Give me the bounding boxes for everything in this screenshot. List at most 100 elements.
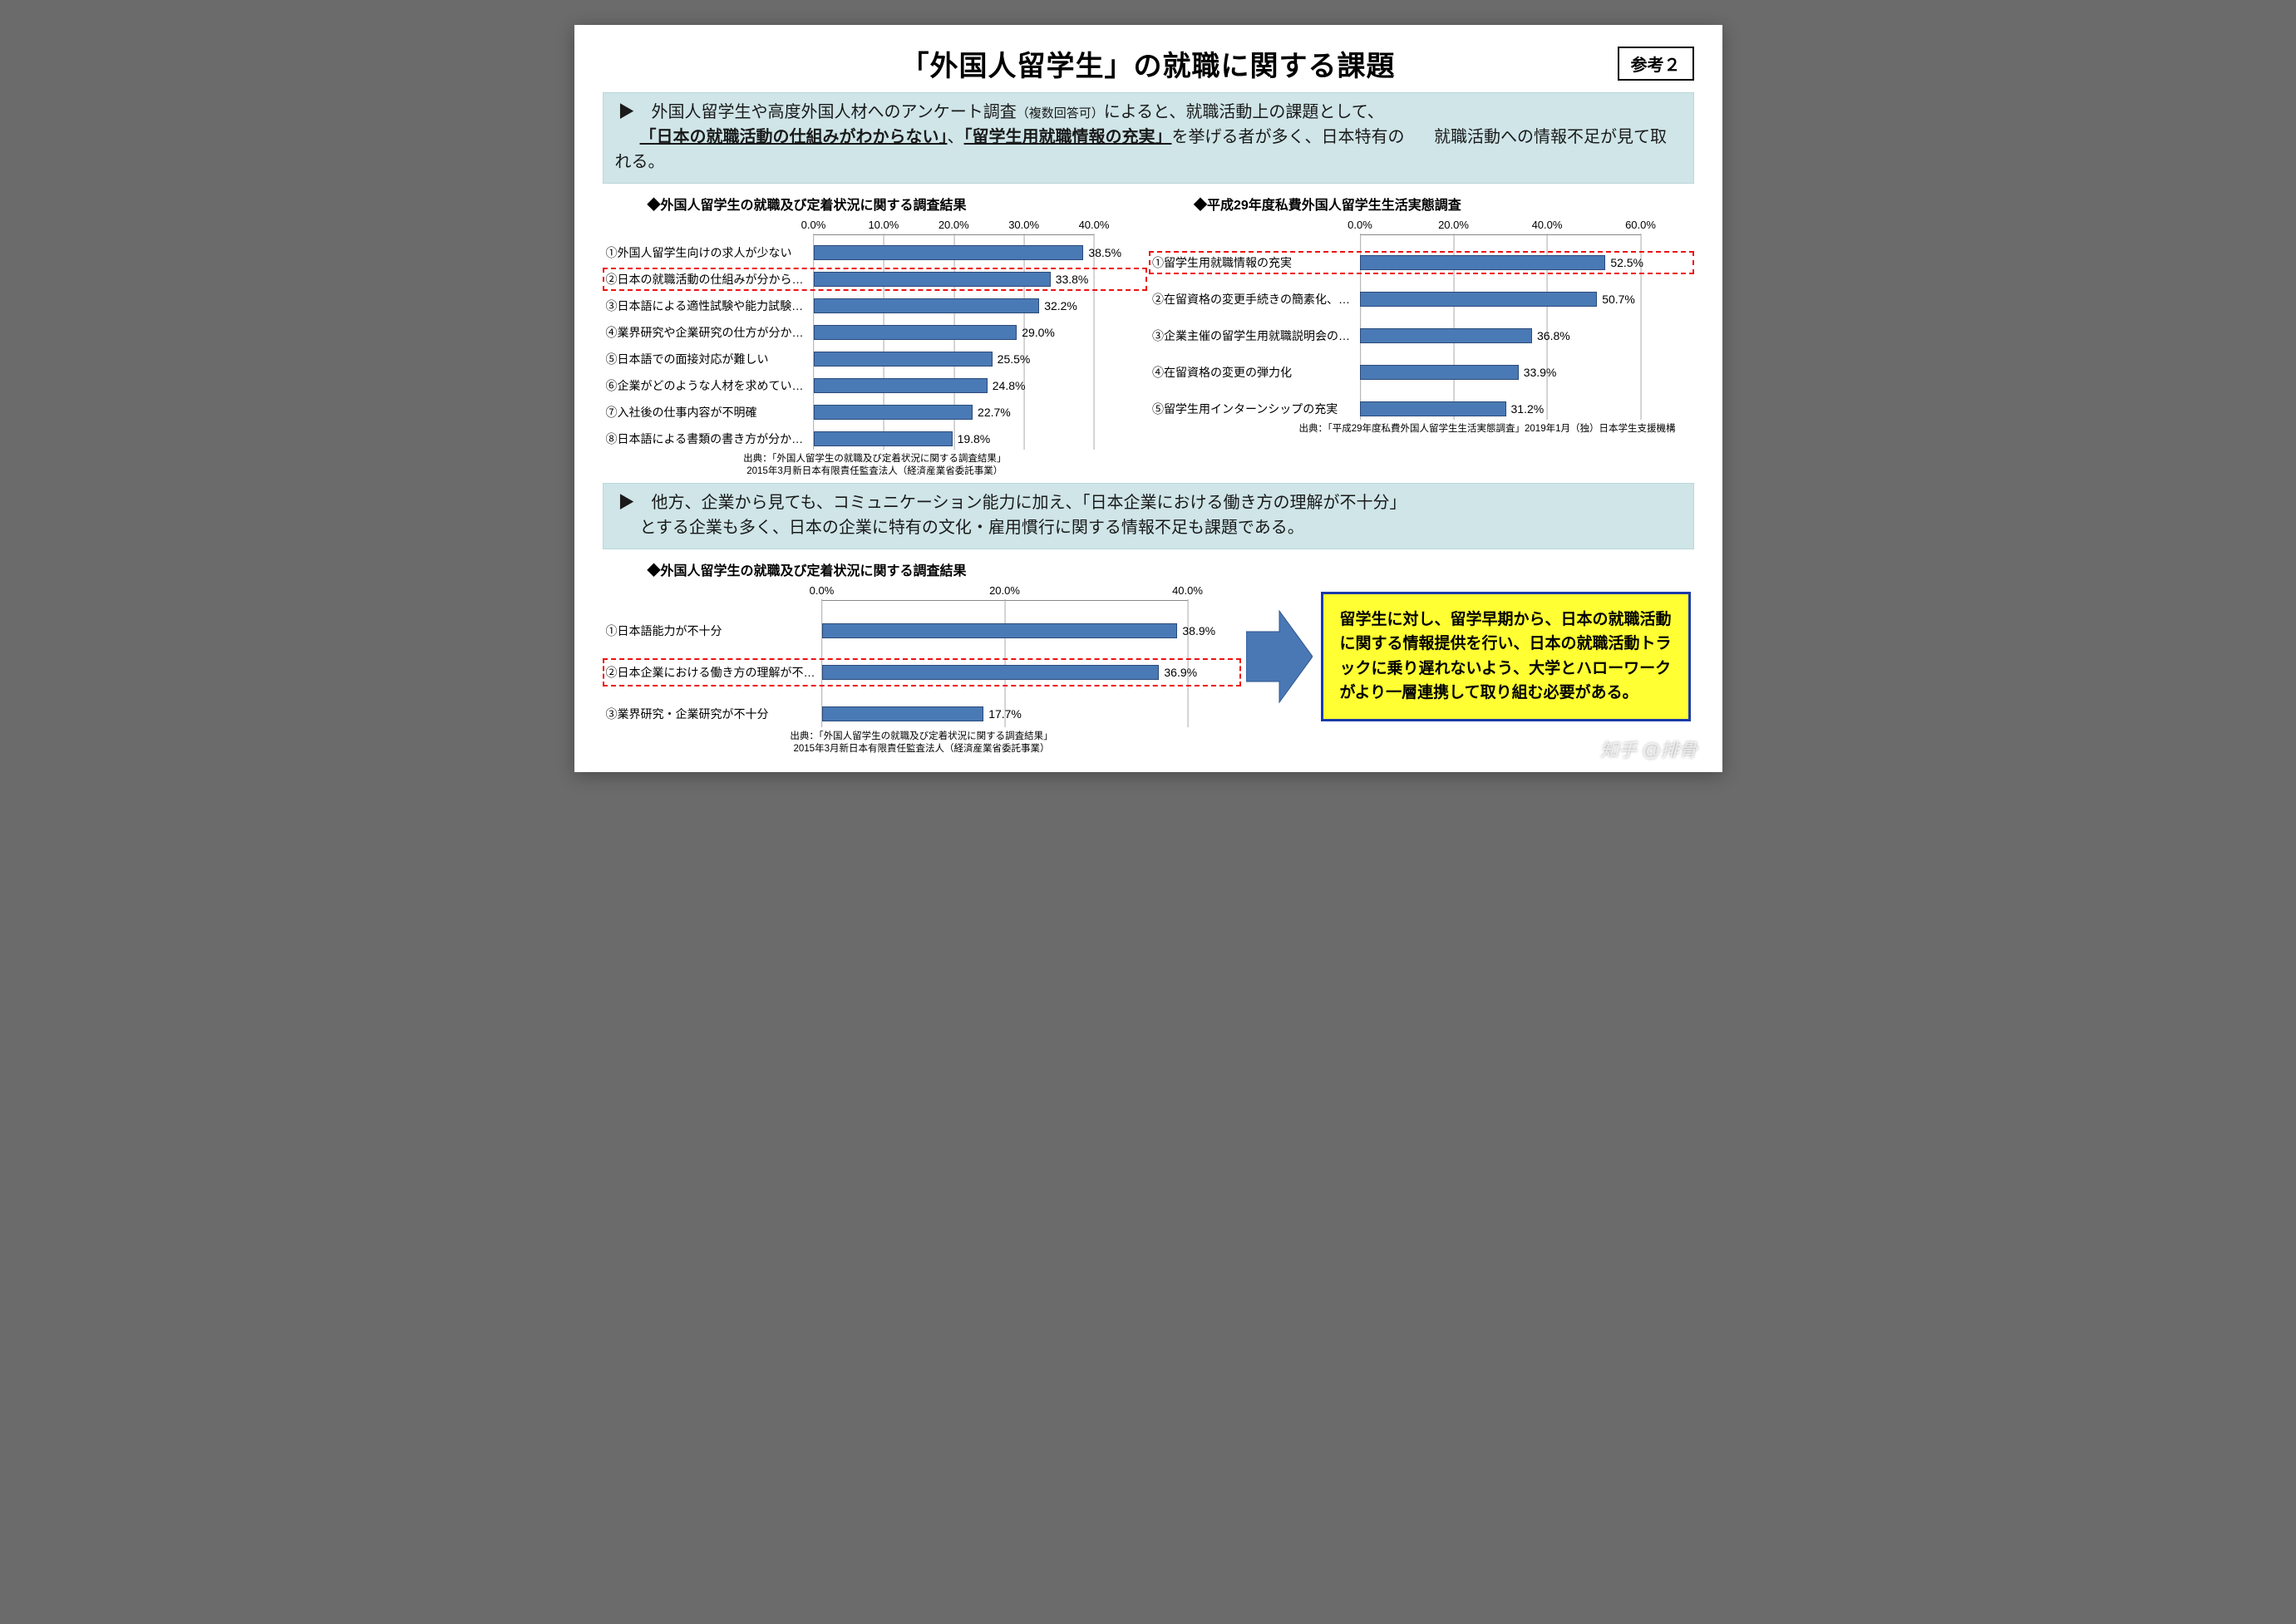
bar-label: ①日本語能力が不十分 [606, 623, 822, 639]
arrow-icon [1246, 607, 1313, 706]
chart1-src1: 出典：「外国人留学生の就職及び定着状況に関する調査結果」 [743, 454, 1006, 464]
chart1-body: 0.0%10.0%20.0%30.0%40.0%①外国人留学生向けの求人が少ない… [606, 219, 1145, 448]
band1-text2: によると、就職活動上の課題として、 [1104, 103, 1384, 121]
summary-band-1: ▶ 外国人留学生や高度外国人材へのアンケート調査（複数回答可）によると、就職活動… [603, 92, 1694, 184]
chart2: ◆平成29年度私費外国人留学生生活実態調査 0.0%20.0%40.0%60.0… [1152, 192, 1691, 478]
bar-label: ③日本語による適性試験や能力試験が難しい [606, 298, 814, 314]
bar-label: ⑤日本語での面接対応が難しい [606, 351, 814, 367]
bar-value: 33.9% [1524, 366, 1557, 379]
bar-row: ②日本企業における働き方の理解が不十分 36.9% [606, 661, 1238, 684]
bar [1360, 255, 1605, 270]
band1-text3: を挙げる者が多く、日本特有の [1172, 128, 1405, 146]
bar-row: ③業界研究・企業研究が不十分 17.7% [606, 702, 1238, 726]
band1-line1: ▶ 外国人留学生や高度外国人材へのアンケート調査（複数回答可）によると、就職活動… [615, 100, 1682, 125]
bar [822, 665, 1160, 680]
bar [1360, 401, 1506, 416]
chart3-src1: 出典：「外国人留学生の就職及び定着状況に関する調査結果」 [790, 731, 1052, 741]
bar [814, 431, 953, 446]
chart3-src2: 2015年3月新日本有限責任監査法人（経済産業省委託事業） [794, 744, 1050, 754]
bar-row: ①外国人留学生向けの求人が少ない 38.5% [606, 244, 1145, 262]
bar-label: ⑥企業がどのような人材を求めているのか不明 [606, 377, 814, 394]
chart1-title: ◆外国人留学生の就職及び定着状況に関する調査結果 [648, 194, 1145, 214]
page-title: 「外国人留学生」の就職に関する課題 [901, 43, 1396, 84]
bar-value: 24.8% [993, 379, 1026, 392]
bar-label: ②日本企業における働き方の理解が不十分 [606, 664, 822, 681]
chart1-source: 出典：「外国人留学生の就職及び定着状況に関する調査結果」 2015年3月新日本有… [606, 453, 1145, 478]
reference-label: 参考２ [1618, 47, 1694, 81]
top-charts: ◆外国人留学生の就職及び定着状況に関する調査結果 0.0%10.0%20.0%3… [606, 192, 1691, 478]
bar [814, 272, 1051, 287]
band1-note: （複数回答可） [1017, 106, 1104, 121]
band1-sep: 、 [948, 128, 964, 146]
bar-label: ②日本の就職活動の仕組みが分からない [606, 271, 814, 288]
bar-label: ①外国人留学生向けの求人が少ない [606, 244, 814, 261]
bar-value: 17.7% [988, 707, 1022, 721]
bar-row: ②日本の就職活動の仕組みが分からない 33.8% [606, 270, 1145, 288]
bar [814, 405, 973, 420]
bar-value: 36.8% [1537, 329, 1570, 342]
bar-label: ⑤留学生用インターンシップの充実 [1152, 401, 1360, 417]
bar [822, 623, 1178, 638]
bar-label: ④在留資格の変更の弾力化 [1152, 364, 1360, 381]
band2-line2: とする企業も多く、日本の企業に特有の文化・雇用慣行に関する情報不足も課題である。 [615, 519, 1304, 537]
chart1: ◆外国人留学生の就職及び定着状況に関する調査結果 0.0%10.0%20.0%3… [606, 192, 1145, 478]
bar-row: ⑤留学生用インターンシップの充実 31.2% [1152, 400, 1691, 418]
band1-text: ▶ 外国人留学生や高度外国人材へのアンケート調査 [618, 103, 1017, 121]
chart3: ◆外国人留学生の就職及び定着状況に関する調査結果 0.0%20.0%40.0%①… [606, 558, 1238, 755]
bar-value: 22.7% [978, 406, 1011, 419]
bar-row: ③日本語による適性試験や能力試験が難しい 32.2% [606, 297, 1145, 315]
chart1-src2: 2015年3月新日本有限責任監査法人（経済産業省委託事業） [746, 466, 1003, 476]
bar-value: 31.2% [1511, 402, 1545, 416]
bar-value: 36.9% [1164, 666, 1197, 679]
bar-label: ③企業主催の留学生用就職説明会の充実 [1152, 327, 1360, 344]
title-row: 「外国人留学生」の就職に関する課題 参考２ [598, 43, 1699, 84]
bar-row: ④業界研究や企業研究の仕方が分からない29.0% [606, 323, 1145, 342]
bar-row: ⑥企業がどのような人材を求めているのか不明 24.8% [606, 376, 1145, 395]
bar-label: ④業界研究や企業研究の仕方が分からない [606, 324, 814, 341]
band2-line1: ▶ 他方、企業から見ても、コミュニケーション能力に加え、「日本企業における働き方… [615, 490, 1682, 515]
band1-line2: 「日本の就職活動の仕組みがわからない」、「留学生用就職情報の充実」を挙げる者が多… [615, 128, 1410, 146]
bar-value: 32.2% [1044, 299, 1077, 312]
bar-row: ②在留資格の変更手続きの簡素化、期間短縮 50.7% [1152, 290, 1691, 308]
bar-value: 19.8% [958, 432, 991, 445]
band1-ul2: 「留学生用就職情報の充実」 [964, 128, 1172, 146]
bar-value: 52.5% [1610, 256, 1643, 269]
arrow [1246, 607, 1313, 706]
bar-label: ⑦入社後の仕事内容が不明確 [606, 404, 814, 421]
bar-label: ⑧日本語による書類の書き方が分からない [606, 431, 814, 447]
bar-row: ①留学生用就職情報の充実 52.5% [1152, 253, 1691, 272]
bar-row: ④在留資格の変更の弾力化 33.9% [1152, 363, 1691, 381]
bar-value: 25.5% [998, 352, 1031, 366]
chart2-body: 0.0%20.0%40.0%60.0%①留学生用就職情報の充実52.5%②在留資… [1152, 219, 1691, 418]
chart3-body: 0.0%20.0%40.0%①日本語能力が不十分38.9%②日本企業における働き… [606, 584, 1238, 726]
bar [1360, 292, 1597, 307]
bar-value: 38.5% [1088, 246, 1121, 259]
chart3-title: ◆外国人留学生の就職及び定着状況に関する調査結果 [648, 559, 1238, 579]
bar-row: ①日本語能力が不十分 38.9% [606, 619, 1238, 642]
bar-label: ①留学生用就職情報の充実 [1152, 254, 1360, 271]
bar [814, 245, 1084, 260]
bar-row: ⑤日本語での面接対応が難しい 25.5% [606, 350, 1145, 368]
bar-value: 33.8% [1056, 273, 1089, 286]
bar [814, 298, 1040, 313]
bar [814, 378, 988, 393]
bar-label: ③業界研究・企業研究が不十分 [606, 706, 822, 722]
bar-row: ⑦入社後の仕事内容が不明確 22.7% [606, 403, 1145, 421]
bar [1360, 365, 1519, 380]
page: 「外国人留学生」の就職に関する課題 参考２ ▶ 外国人留学生や高度外国人材へのア… [574, 25, 1722, 772]
callout-box: 留学生に対し、留学早期から、日本の就職活動に関する情報提供を行い、日本の就職活動… [1321, 592, 1691, 721]
chart3-source: 出典：「外国人留学生の就職及び定着状況に関する調査結果」 2015年3月新日本有… [606, 731, 1238, 755]
bar [1360, 328, 1532, 343]
band1-ul1: 「日本の就職活動の仕組みがわからない」 [640, 128, 948, 146]
summary-band-2: ▶ 他方、企業から見ても、コミュニケーション能力に加え、「日本企業における働き方… [603, 483, 1694, 549]
bar-value: 50.7% [1602, 293, 1635, 306]
bar [822, 706, 984, 721]
bar [814, 352, 993, 367]
bottom-row: ◆外国人留学生の就職及び定着状況に関する調査結果 0.0%20.0%40.0%①… [606, 558, 1691, 755]
chart2-source: 出典：「平成29年度私費外国人留学生生活実態調査」2019年1月（独）日本学生支… [1152, 423, 1691, 436]
bar [814, 325, 1017, 340]
bar-value: 38.9% [1182, 624, 1215, 637]
bar-row: ③企業主催の留学生用就職説明会の充実 36.8% [1152, 327, 1691, 345]
watermark: 知乎 @排骨 [1600, 736, 1697, 762]
bar-label: ②在留資格の変更手続きの簡素化、期間短縮 [1152, 291, 1360, 308]
